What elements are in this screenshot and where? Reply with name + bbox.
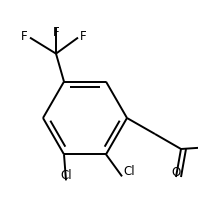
- Text: O: O: [171, 166, 181, 179]
- Text: F: F: [53, 26, 59, 39]
- Text: Cl: Cl: [60, 169, 72, 182]
- Text: Cl: Cl: [123, 165, 135, 178]
- Text: F: F: [80, 30, 87, 43]
- Text: F: F: [21, 30, 28, 43]
